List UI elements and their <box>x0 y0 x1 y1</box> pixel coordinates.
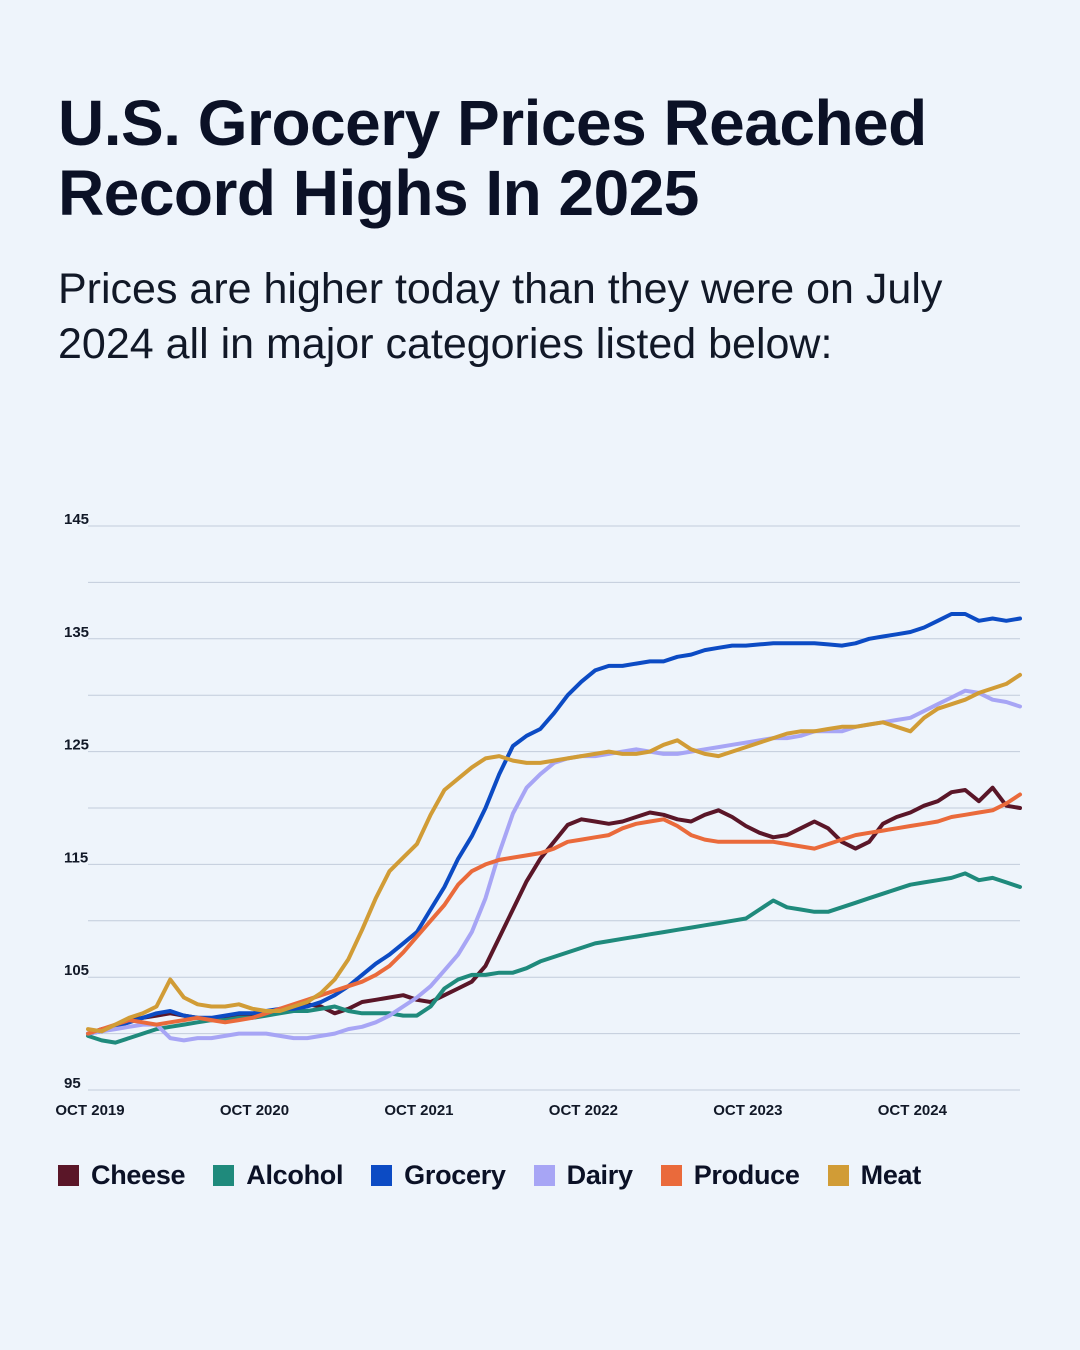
y-tick-label: 95 <box>64 1075 81 1092</box>
legend-label: Dairy <box>566 1160 633 1190</box>
legend-label: Alcohol <box>246 1160 344 1190</box>
legend-label: Grocery <box>404 1160 506 1190</box>
legend-item-produce: Produce <box>660 1160 800 1191</box>
chart-axes: 95 105 115 125 135 145 OCT 2019 OCT 2020 OCT 202… <box>55 511 947 1119</box>
legend-swatch-produce <box>660 1165 682 1186</box>
x-tick-label: OCT 2023 <box>713 1102 782 1119</box>
chart-series <box>86 612 1022 1045</box>
series-line-grocery <box>86 612 1022 1036</box>
legend-label: Cheese <box>91 1160 186 1190</box>
legend-item-alcohol: Alcohol <box>213 1160 343 1191</box>
x-tick-label: OCT 2024 <box>878 1102 948 1119</box>
y-tick-label: 135 <box>64 624 89 641</box>
chart-gridlines <box>88 525 1020 1091</box>
legend-label: Meat <box>860 1160 922 1190</box>
legend-item-cheese: Cheese <box>58 1160 186 1191</box>
series-line-cheese <box>86 785 1022 1036</box>
y-tick-label: 105 <box>64 962 89 979</box>
legend-item-meat: Meat <box>827 1160 922 1191</box>
line-chart: 95 105 115 125 135 145 OCT 2019 OCT 2020 OCT 202… <box>55 511 1022 1119</box>
series-line-meat <box>86 672 1022 1034</box>
legend-swatch-dairy <box>533 1165 555 1186</box>
chart-legend: Cheese Alcohol Grocery Dairy Produce Meat <box>58 1160 949 1191</box>
x-tick-label: OCT 2022 <box>549 1102 618 1119</box>
y-tick-label: 125 <box>64 737 89 754</box>
series-line-dairy <box>86 688 1022 1043</box>
legend-swatch-meat <box>827 1165 849 1186</box>
series-line-produce <box>86 792 1022 1036</box>
chart-subtitle: Prices are higher today than they were o… <box>58 265 943 368</box>
y-tick-label: 145 <box>64 511 89 528</box>
x-tick-label: OCT 2021 <box>384 1102 453 1119</box>
legend-label: Produce <box>693 1160 800 1190</box>
legend-swatch-cheese <box>58 1165 79 1186</box>
legend-swatch-grocery <box>371 1165 393 1186</box>
legend-swatch-alcohol <box>213 1165 235 1186</box>
legend-item-grocery: Grocery <box>371 1160 506 1191</box>
x-tick-label: OCT 2019 <box>55 1102 124 1119</box>
x-tick-label: OCT 2020 <box>220 1102 289 1119</box>
y-tick-label: 115 <box>64 849 88 866</box>
chart-title: U.S. Grocery Prices Reached Record Highs… <box>58 87 927 229</box>
legend-item-dairy: Dairy <box>533 1160 633 1191</box>
